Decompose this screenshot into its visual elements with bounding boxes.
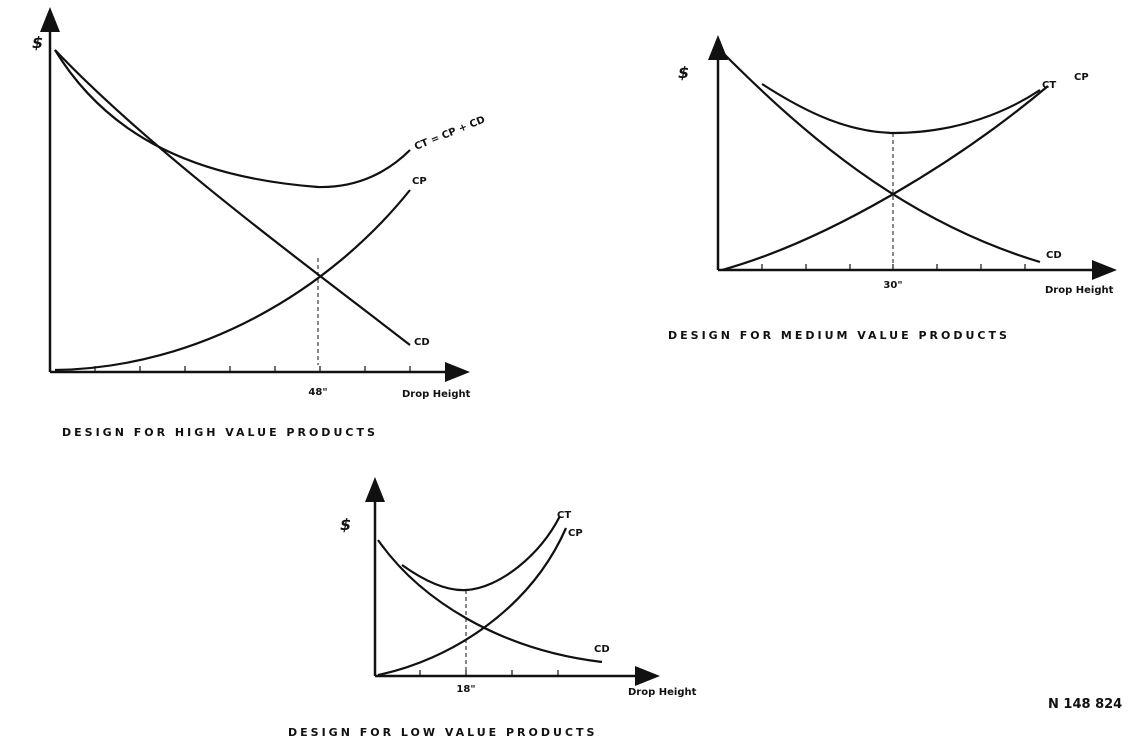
curve-label: CT = CP + CD bbox=[413, 114, 487, 152]
x-ticks bbox=[761, 264, 1026, 270]
curve-label: CP bbox=[412, 176, 427, 187]
caption: DESIGN FOR HIGH VALUE PRODUCTS bbox=[62, 426, 378, 439]
y-axis-label: $ bbox=[340, 515, 351, 534]
curve-label: CT bbox=[1042, 80, 1056, 91]
package-cost-curve bbox=[721, 85, 1049, 272]
curve-label: CD bbox=[414, 337, 430, 348]
caption: DESIGN FOR MEDIUM VALUE PRODUCTS bbox=[668, 329, 1010, 342]
damage-cost-curve bbox=[721, 51, 1041, 264]
curve-label: CT bbox=[557, 510, 571, 521]
damage-cost-curve bbox=[54, 49, 411, 346]
curve-label: CP bbox=[568, 528, 583, 539]
curve-label: CP bbox=[1074, 72, 1089, 83]
x-marker: 30" bbox=[883, 280, 902, 291]
y-axis-label: $ bbox=[32, 33, 43, 52]
x-axis-label: Drop Height bbox=[402, 389, 471, 400]
package-cost-curve bbox=[377, 527, 568, 677]
damage-cost-curve bbox=[377, 539, 603, 664]
x-axis-label: Drop Height bbox=[628, 687, 697, 698]
x-axis-label: Drop Height bbox=[1045, 285, 1114, 296]
panel-low: $ CT CP CD 18" Drop Height DESIGN FOR LO… bbox=[288, 477, 697, 739]
package-cost-curve bbox=[54, 189, 411, 372]
total-cost-curve bbox=[401, 515, 561, 592]
total-cost-curve bbox=[761, 83, 1041, 135]
panel-high: $ CT = CP + CD CP CD 48" Drop Height DES… bbox=[32, 7, 487, 439]
curve-label: CD bbox=[1046, 250, 1062, 261]
total-cost-curve bbox=[54, 49, 411, 189]
x-marker: 48" bbox=[308, 387, 327, 398]
y-axis-label: $ bbox=[678, 63, 689, 82]
caption: DESIGN FOR LOW VALUE PRODUCTS bbox=[288, 726, 597, 739]
curve-label: CD bbox=[594, 644, 610, 655]
x-marker: 18" bbox=[456, 684, 475, 695]
reference-number: N 148 824 bbox=[1048, 697, 1122, 712]
panel-medium: $ CT CP CD 30" Drop Height DESIGN FOR ME… bbox=[668, 35, 1117, 342]
